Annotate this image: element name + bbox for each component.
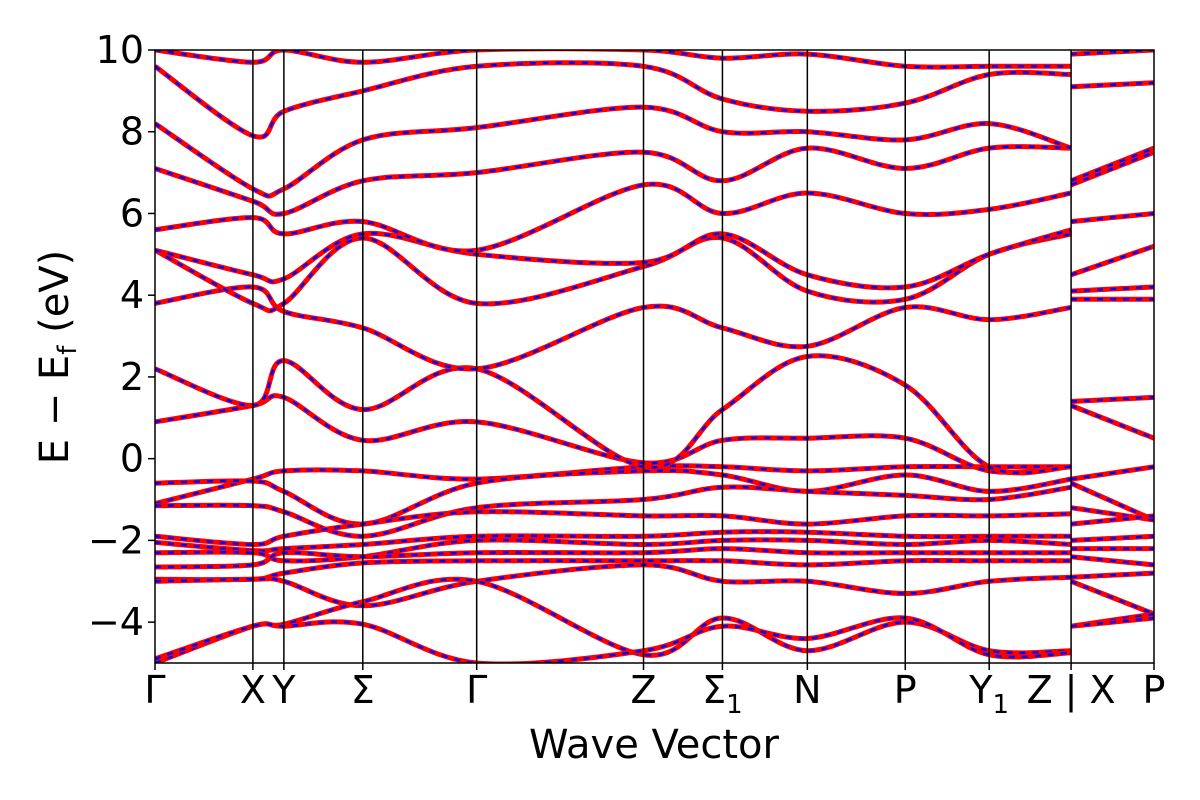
band-1-dashed bbox=[155, 469, 1154, 526]
y-axis-title-unit: (eV) bbox=[32, 250, 78, 346]
band-16-dashed bbox=[155, 182, 1154, 253]
x-axis-title: Wave Vector bbox=[529, 722, 780, 768]
band-2-solid bbox=[155, 484, 1154, 539]
band-20-solid bbox=[155, 50, 1154, 70]
plot-frame bbox=[154, 49, 1155, 664]
y-axis-title: E − Ef (eV) bbox=[32, 250, 83, 465]
band-2-dashed bbox=[155, 485, 1154, 538]
band-0-dashed bbox=[155, 464, 1154, 505]
x-tick-label-4: Γ bbox=[466, 668, 487, 712]
high-symmetry-lines bbox=[252, 50, 1072, 663]
x-tick-label-6: Σ1 bbox=[702, 668, 743, 720]
band-11-solid bbox=[155, 393, 1154, 475]
x-tick-label-main-2: Y bbox=[271, 668, 296, 712]
x-tick-label-sub-6: 1 bbox=[726, 690, 743, 720]
y-axis-title-main: E − E bbox=[32, 355, 78, 465]
x-tick-label-main-6: Σ bbox=[702, 668, 726, 712]
x-tick-label-main-0: Γ bbox=[144, 668, 165, 712]
band-14-dashed bbox=[155, 232, 1154, 313]
y-tick-label-0: −4 bbox=[88, 600, 144, 644]
band-18-dashed bbox=[155, 105, 1154, 198]
y-tick-label-3: 2 bbox=[120, 355, 144, 399]
band-13-solid bbox=[155, 284, 1154, 372]
x-tick-label-main-8: P bbox=[894, 668, 917, 712]
x-tick-label-5: Z bbox=[630, 668, 656, 712]
band-12-solid bbox=[155, 353, 1154, 476]
x-tick-label-main-5: Z bbox=[630, 668, 656, 712]
band-5-dashed bbox=[155, 538, 1154, 563]
x-tick-label-9: Y1 bbox=[968, 668, 1009, 720]
band-3-dashed bbox=[155, 510, 1154, 546]
band-13-dashed bbox=[155, 285, 1154, 371]
y-tick-label-4: 4 bbox=[120, 273, 144, 317]
x-tick-label-1: X bbox=[240, 668, 266, 712]
x-tick-label-7: N bbox=[793, 668, 821, 712]
band-4-dashed bbox=[155, 530, 1154, 553]
band-6-dashed bbox=[155, 547, 1154, 569]
y-tick-label-1: −2 bbox=[88, 518, 144, 562]
x-tick-label-2: Y bbox=[271, 668, 296, 712]
x-tick-label-main-3: Σ bbox=[351, 668, 375, 712]
band-12-dashed bbox=[155, 354, 1154, 475]
x-tick-label-sub-9: 1 bbox=[993, 690, 1010, 720]
x-tick-label-main-11: P bbox=[1143, 668, 1166, 712]
y-tick-label-2: 0 bbox=[120, 437, 144, 481]
band-14-solid bbox=[155, 231, 1154, 314]
bands-layer bbox=[155, 50, 1154, 663]
x-tick-label-main-4: Γ bbox=[466, 668, 487, 712]
band-7-dashed bbox=[155, 559, 1154, 581]
x-tick-label-main-7: N bbox=[793, 668, 821, 712]
x-tick-label-0: Γ bbox=[144, 668, 165, 712]
x-tick-label-main-1: X bbox=[240, 668, 266, 712]
y-tick-label-7: 10 bbox=[96, 28, 144, 72]
band-17-dashed bbox=[155, 145, 1154, 216]
band-16-solid bbox=[155, 181, 1154, 254]
y-axis-ticks: −4 −2 0 2 4 6 8 10 bbox=[88, 28, 155, 644]
y-axis-title-subscript: f bbox=[53, 345, 83, 355]
y-tick-label-6: 8 bbox=[120, 110, 144, 154]
x-tick-label-main-10: Z | X bbox=[1027, 668, 1116, 713]
x-tick-label-8: P bbox=[894, 668, 917, 712]
band-15-dashed bbox=[155, 228, 1154, 290]
band-20-dashed bbox=[155, 50, 1154, 69]
band-19-dashed bbox=[155, 61, 1154, 139]
x-tick-label-3: Σ bbox=[351, 668, 375, 712]
band-10-dashed bbox=[155, 616, 1154, 663]
x-tick-label-main-9: Y bbox=[968, 668, 993, 712]
x-tick-label-10: Z | X bbox=[1027, 668, 1116, 713]
y-tick-label-5: 6 bbox=[120, 191, 144, 235]
band-11-dashed bbox=[155, 394, 1154, 474]
x-tick-label-11: P bbox=[1143, 668, 1166, 712]
